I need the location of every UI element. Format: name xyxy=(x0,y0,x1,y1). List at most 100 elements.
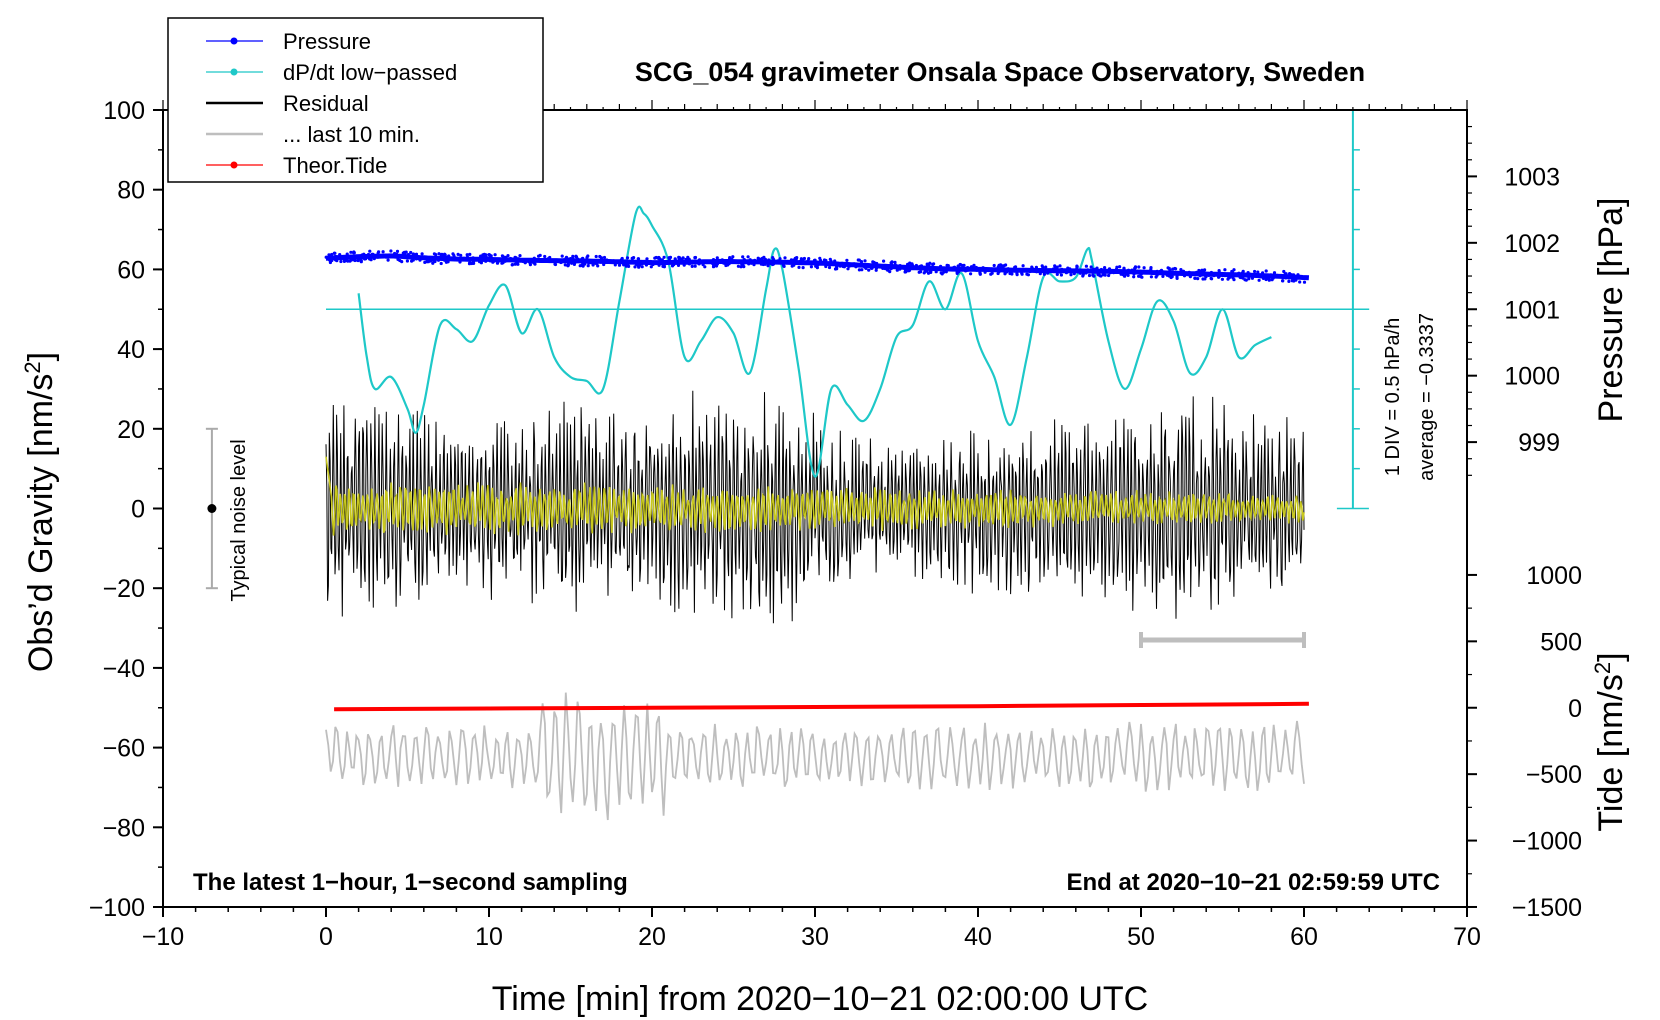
pressure-point xyxy=(728,256,732,260)
pressure-point xyxy=(444,260,448,264)
pressure-point xyxy=(1287,276,1291,280)
pressure-tick-label: 1002 xyxy=(1504,230,1560,258)
pressure-point xyxy=(1042,272,1046,276)
pressure-point xyxy=(989,272,993,276)
pressure-point xyxy=(451,252,455,256)
noise-bar-center xyxy=(207,504,217,513)
pressure-point xyxy=(439,261,443,266)
legend-label: dP/dt low−passed xyxy=(283,60,457,85)
pressure-point xyxy=(537,259,542,263)
pressure-point xyxy=(758,257,762,261)
pressure-point xyxy=(599,260,603,264)
pressure-point xyxy=(594,261,598,265)
pressure-point xyxy=(1231,269,1235,274)
pressure-point xyxy=(353,255,357,260)
pressure-point xyxy=(1103,266,1107,270)
pressure-point xyxy=(1130,268,1134,272)
pressure-point xyxy=(693,256,697,260)
pressure-point xyxy=(869,266,874,270)
pressure-point xyxy=(645,257,649,261)
dpdt-average-label: average = −0.3337 xyxy=(1416,313,1438,481)
pressure-point xyxy=(660,258,664,262)
pressure-point xyxy=(677,260,681,265)
pressure-point xyxy=(1240,271,1244,275)
pressure-point xyxy=(356,258,360,263)
pressure-point xyxy=(580,257,584,261)
pressure-point xyxy=(1091,267,1096,271)
pressure-point xyxy=(760,256,765,260)
pressure-point xyxy=(418,258,422,262)
pressure-point xyxy=(904,267,908,271)
pressure-point xyxy=(625,256,630,260)
pressure-point xyxy=(797,265,801,269)
pressure-point xyxy=(835,267,839,271)
pressure-point xyxy=(489,254,493,258)
pressure-point xyxy=(465,253,469,257)
pressure-point xyxy=(801,266,805,270)
pressure-point xyxy=(574,254,578,258)
pressure-point xyxy=(859,264,863,268)
pressure-point xyxy=(1158,269,1162,273)
pressure-point xyxy=(703,265,707,269)
pressure-point xyxy=(569,258,573,263)
pressure-point xyxy=(548,255,552,260)
pressure-point xyxy=(1253,269,1257,274)
pressure-point xyxy=(1034,265,1038,269)
pressure-point xyxy=(627,264,631,268)
pressure-point xyxy=(824,264,828,269)
pressure-point xyxy=(893,263,897,267)
pressure-point xyxy=(1099,267,1103,272)
dpdt-line xyxy=(357,205,1272,478)
pressure-point xyxy=(1051,268,1055,272)
pressure-point xyxy=(600,257,604,261)
pressure-point xyxy=(1035,270,1039,274)
pressure-point xyxy=(815,266,820,270)
pressure-point xyxy=(1119,272,1123,276)
pressure-point xyxy=(330,252,334,257)
pressure-point xyxy=(573,260,577,264)
pressure-point xyxy=(1150,270,1154,274)
pressure-point xyxy=(1173,266,1177,271)
pressure-point xyxy=(693,260,697,264)
pressure-point xyxy=(632,256,636,260)
pressure-point xyxy=(945,263,949,267)
pressure-point xyxy=(405,255,409,259)
pressure-point xyxy=(524,260,528,264)
pressure-point xyxy=(904,270,908,274)
pressure-point xyxy=(380,254,384,258)
pressure-point xyxy=(768,261,773,266)
pressure-point xyxy=(1015,271,1019,276)
pressure-point xyxy=(456,252,460,256)
pressure-point xyxy=(838,264,842,268)
pressure-point xyxy=(792,260,796,264)
pressure-point xyxy=(1072,272,1076,276)
pressure-point xyxy=(1062,268,1066,272)
pressure-point xyxy=(715,256,719,260)
pressure-point xyxy=(437,252,441,256)
pressure-point xyxy=(898,267,902,271)
pressure-point xyxy=(339,255,343,259)
pressure-point xyxy=(781,263,786,267)
pressure-point xyxy=(966,266,970,270)
y-tick-label: −40 xyxy=(103,655,145,683)
pressure-point xyxy=(895,268,899,272)
pressure-point xyxy=(907,269,911,273)
pressure-point xyxy=(349,250,353,254)
pressure-point xyxy=(882,259,886,263)
pressure-point xyxy=(942,270,946,274)
pressure-point xyxy=(1084,264,1088,268)
pressure-point xyxy=(1241,276,1245,280)
pressure-point xyxy=(1089,265,1093,269)
pressure-point xyxy=(712,261,716,265)
pressure-point xyxy=(386,258,390,262)
pressure-point xyxy=(405,259,409,263)
pressure-point xyxy=(443,258,447,262)
pressure-point xyxy=(481,253,485,257)
pressure-point xyxy=(1126,268,1131,272)
pressure-point xyxy=(1281,279,1285,283)
pressure-point xyxy=(722,261,726,265)
pressure-point xyxy=(491,260,495,264)
pressure-point xyxy=(1195,271,1199,276)
pressure-point xyxy=(687,262,692,266)
pressure-point xyxy=(553,262,558,267)
